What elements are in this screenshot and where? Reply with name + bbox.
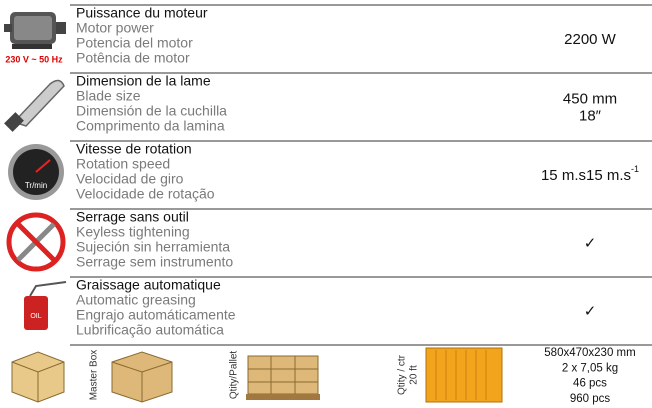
package-value: 580x470x230 mm	[544, 347, 635, 359]
box-icon	[11, 351, 65, 403]
row-translation: Engrajo automáticamente	[76, 307, 236, 323]
oil-label: OIL	[30, 313, 41, 320]
no-tool-icon	[6, 212, 66, 272]
container-icon	[425, 347, 503, 403]
row-title: Vitesse de rotation	[76, 141, 192, 157]
package-value: 960 pcs	[570, 393, 611, 405]
package-label: Qtity/Pallet	[229, 351, 240, 400]
row-translation: Comprimento da lamina	[76, 118, 225, 134]
row-translation: Velocidad de giro	[76, 171, 184, 187]
pallet-icon	[246, 355, 320, 400]
row-translation: Potencia del motor	[76, 35, 193, 51]
voltage-label: 230 V ~ 50 Hz	[5, 54, 63, 64]
row-value: 15 m.s15 m.s-1	[541, 164, 639, 184]
row-translation: Motor power	[76, 20, 154, 36]
row-value: ✓	[584, 303, 597, 320]
row-translation: Keyless tightening	[76, 224, 190, 240]
row-title: Dimension de la lame	[76, 73, 211, 89]
row-translation: Lubrificação automática	[76, 322, 224, 338]
row-value-sup: -1	[631, 164, 639, 174]
row-translation: Serrage sem instrumento	[76, 254, 233, 270]
master-box-icon	[111, 351, 173, 403]
row-translation: Velocidade de rotação	[76, 186, 215, 202]
gauge-icon: Tr/min	[8, 144, 64, 200]
gauge-label: Tr/min	[25, 181, 47, 190]
row-translation: Dimensión de la cuchilla	[76, 103, 227, 119]
row-translation: Rotation speed	[76, 156, 170, 172]
package-value: 2 x 7,05 kg	[562, 362, 618, 374]
package-value: 46 pcs	[573, 378, 607, 390]
oil-can-icon: OIL	[24, 281, 67, 330]
motor-icon: 230 V ~ 50 Hz	[4, 12, 66, 64]
row-value: 450 mm	[563, 90, 617, 107]
row-translation: Potência de motor	[76, 50, 190, 66]
package-label: 20 ft	[409, 365, 420, 385]
row-title: Puissance du moteur	[76, 5, 208, 21]
row-translation: Automatic greasing	[76, 292, 196, 308]
package-label: Master Box	[89, 350, 100, 401]
row-value: ✓	[584, 235, 597, 252]
row-value-text: 15 m.s	[586, 167, 631, 184]
row-translation: Sujeción sin herramienta	[76, 239, 230, 255]
row-translation: Blade size	[76, 88, 141, 104]
row-value: 18″	[579, 107, 602, 124]
blade-icon	[4, 79, 65, 132]
package-label: Qtity / ctr	[397, 354, 408, 395]
row-title: Serrage sans outil	[76, 209, 189, 225]
row-value: 2200 W	[564, 31, 617, 48]
row-title: Graissage automatique	[76, 277, 221, 293]
